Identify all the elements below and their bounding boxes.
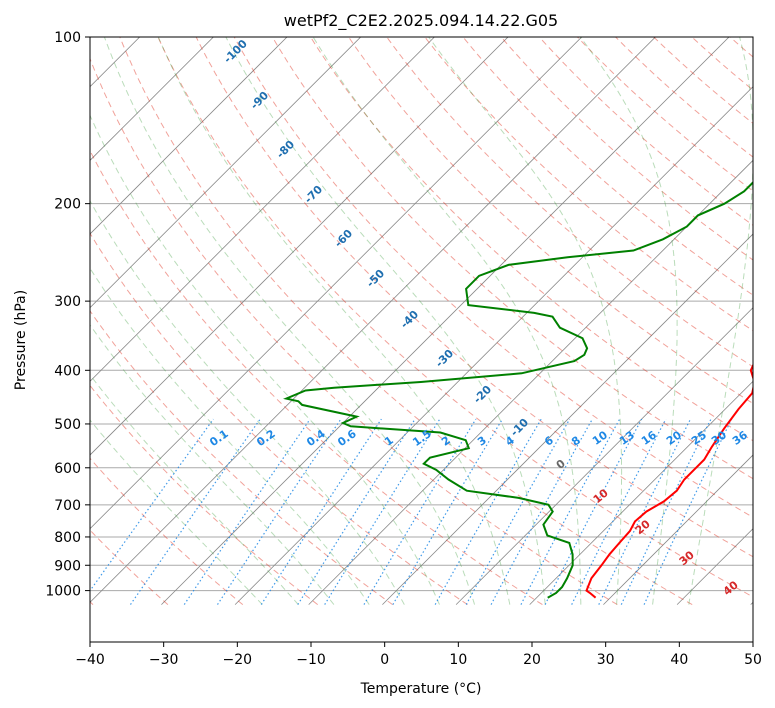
chart-title: wetPf2_C2E2.2025.094.14.22.G05 — [284, 11, 558, 31]
moist-adiabat-line — [579, 37, 678, 605]
dry-adiabat-line — [614, 37, 753, 158]
x-tick-label: 10 — [449, 652, 467, 668]
x-tick-label: −40 — [75, 652, 105, 668]
dry-adiabat-line — [157, 37, 753, 598]
mixing-ratio-line — [434, 418, 542, 605]
x-tick-label: 50 — [744, 652, 762, 668]
mixing-ratio-line — [260, 418, 382, 605]
dry-adiabat-line — [119, 37, 693, 606]
plot-frame — [89, 36, 754, 643]
dry-adiabat-line — [195, 37, 753, 558]
isotherm-line — [90, 37, 362, 309]
isotherm-line — [0, 25, 5, 605]
mixing-ratio-line — [183, 418, 311, 605]
moist-adiabat-line — [90, 419, 263, 605]
temperature-line — [585, 363, 753, 599]
isotherm-line — [90, 37, 583, 530]
isotherm-line — [308, 159, 753, 605]
isotherm-line — [90, 37, 656, 603]
moist-adiabat-line — [90, 374, 299, 605]
background-lines — [0, 25, 775, 606]
isotherm-line — [90, 37, 214, 161]
sounding-series — [283, 181, 753, 599]
isotherm-line — [90, 37, 288, 235]
dry-adiabat-line — [309, 37, 753, 442]
y-tick-label: 200 — [54, 197, 81, 213]
dry-adiabat-line — [90, 57, 618, 606]
dewpoint-line — [283, 181, 753, 599]
y-tick-label: 100 — [54, 30, 81, 46]
mixing-ratio-line — [544, 418, 643, 605]
y-tick-label: 600 — [54, 461, 81, 477]
isotherm-line — [90, 37, 435, 382]
mixing-ratio-line — [520, 418, 621, 605]
moist-adiabat-line — [157, 37, 511, 605]
y-tick-label: 300 — [54, 294, 81, 310]
moist-adiabat-line — [90, 267, 370, 605]
y-axis-title: Pressure (hPa) — [13, 290, 29, 390]
moist-adiabat-line — [225, 37, 546, 605]
y-tick-label: 900 — [54, 558, 81, 574]
isotherm-line — [161, 37, 730, 605]
y-tick-label: 700 — [54, 498, 81, 514]
mixing-ratio-line — [90, 418, 214, 592]
moist-adiabat-line — [103, 37, 476, 605]
y-tick-label: 500 — [54, 417, 81, 433]
x-tick-label: 30 — [597, 652, 615, 668]
isotherm-line — [234, 86, 753, 605]
dry-adiabat-line — [271, 37, 753, 480]
isotherm-line — [750, 601, 753, 605]
mixing-ratio-line — [297, 418, 416, 605]
isotherm-line — [455, 307, 753, 605]
isotherm-line — [382, 233, 753, 605]
plot-area — [90, 37, 753, 642]
y-tick-label: 800 — [54, 530, 81, 546]
moist-adiabat-line — [312, 37, 582, 605]
dry-adiabat-line — [233, 37, 753, 518]
dry-adiabat-line — [90, 232, 468, 606]
moist-adiabat-line — [90, 199, 405, 605]
dry-adiabat-line — [576, 37, 753, 192]
y-tick-label: 400 — [54, 363, 81, 379]
axis-ticks: −40 −30 −20 −10 0 10 20 30 40 50 100 200 300 400 500 60… — [45, 30, 762, 668]
moist-adiabat-line — [90, 324, 335, 605]
dry-adiabat-line — [348, 37, 753, 405]
mixing-ratio-line — [324, 418, 441, 605]
dry-adiabat-line — [386, 37, 753, 368]
x-tick-label: 40 — [670, 652, 688, 668]
isotherm-line — [603, 454, 753, 605]
mixing-ratio-line — [620, 418, 712, 605]
x-tick-label: −30 — [149, 652, 179, 668]
y-tick-label: 1000 — [45, 584, 81, 600]
dry-adiabat-line — [538, 37, 753, 226]
dry-adiabat-line — [90, 310, 393, 606]
x-axis-title: Temperature (°C) — [360, 681, 482, 697]
dry-adiabat-line — [90, 457, 244, 605]
isotherm-line — [90, 37, 509, 456]
mixing-ratio-line — [490, 418, 593, 605]
x-tick-label: 20 — [523, 652, 541, 668]
mixing-ratio-line — [571, 418, 667, 605]
isotherm-line — [529, 380, 753, 605]
moist-adiabat-line — [688, 37, 753, 605]
mixing-ratio-line — [598, 418, 692, 605]
isotherm-line — [0, 25, 78, 605]
dry-adiabat-line — [759, 29, 775, 605]
x-tick-label: −10 — [296, 652, 326, 668]
mixing-ratio-line — [643, 418, 733, 605]
moist-adiabat-line — [90, 114, 440, 605]
dry-adiabat-line — [424, 37, 753, 332]
x-tick-label: 0 — [380, 652, 389, 668]
x-tick-label: −20 — [223, 652, 253, 668]
